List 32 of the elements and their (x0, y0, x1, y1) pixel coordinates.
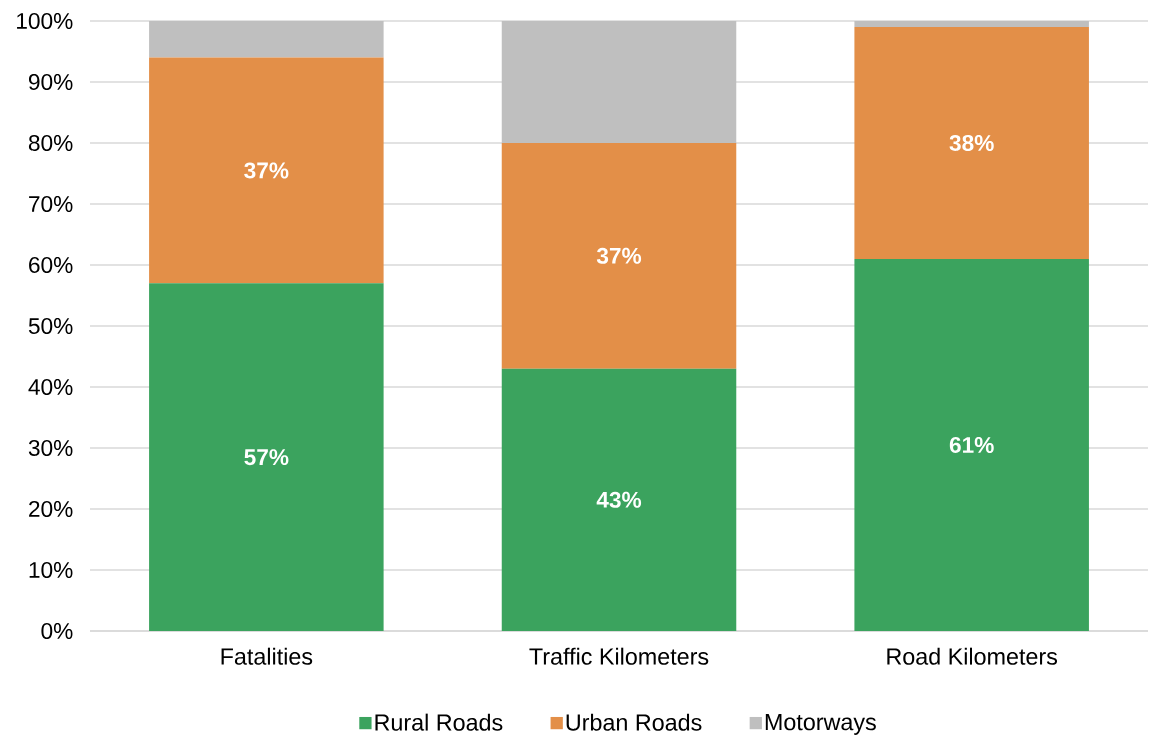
y-tick-label: 80% (28, 134, 73, 152)
bar (501, 368, 737, 631)
x-tick-label: Road Kilometers (887, 647, 1058, 665)
bar (501, 142, 737, 369)
y-tick-label: 100% (17, 12, 73, 30)
y-tick-label: 40% (28, 378, 73, 396)
data-label: 37% (596, 247, 642, 264)
bar (149, 57, 384, 284)
legend-label: Urban Roads (566, 713, 702, 731)
y-tick-label: 0% (41, 622, 73, 640)
x-tick-label: Fatalities (221, 647, 313, 665)
y-tick-label: 20% (29, 500, 73, 518)
data-label: 61% (949, 436, 994, 453)
bar (149, 20, 384, 58)
bar (854, 20, 1089, 28)
bar (149, 283, 384, 631)
y-tick-label: 60% (29, 256, 73, 274)
legend-label: Motorways (765, 714, 876, 735)
y-tick-label: 30% (28, 439, 73, 457)
legend-label: Rural Roads (375, 713, 503, 731)
y-tick-label: 90% (29, 73, 73, 91)
y-tick-label: 10% (29, 561, 73, 579)
bar (854, 27, 1089, 259)
y-tick-label: 50% (28, 317, 73, 335)
y-tick-label: 70% (29, 195, 73, 213)
bar (854, 258, 1089, 631)
data-label: 38% (949, 134, 994, 152)
data-label: 57% (244, 449, 289, 466)
bar (501, 20, 737, 143)
data-label: 37% (244, 162, 289, 179)
data-label: 43% (596, 491, 642, 508)
x-tick-label: Traffic Kilometers (529, 647, 709, 665)
